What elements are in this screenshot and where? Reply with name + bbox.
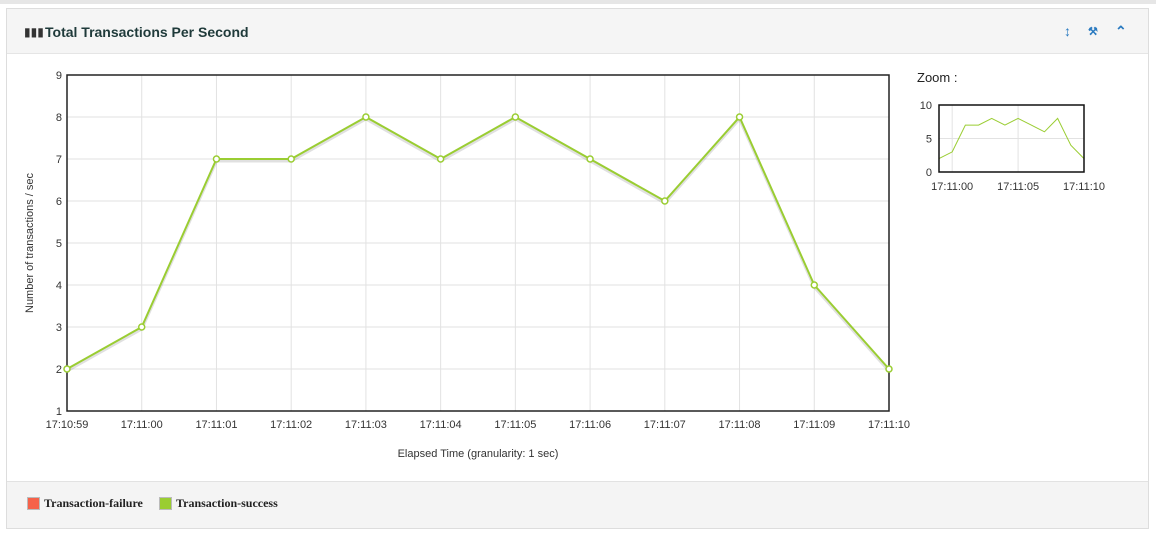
chart-panel: ▮▮▮ Total Transactions Per Second ↕ ⚒ ⌃ … [6, 8, 1149, 529]
data-point [735, 113, 744, 121]
y-tick-label: 8 [56, 112, 62, 124]
x-tick-label: 17:11:08 [719, 419, 761, 431]
collapse-button[interactable]: ⌃ [1115, 23, 1127, 39]
legend-swatch [27, 497, 40, 510]
y-tick-label: 4 [56, 280, 62, 292]
y-tick-label: 5 [56, 238, 62, 250]
data-point [661, 197, 669, 205]
data-point [885, 365, 893, 373]
data-point [287, 155, 295, 163]
legend-swatch [159, 497, 172, 510]
overview-border [938, 104, 1085, 173]
legend-item-failure[interactable]: Transaction-failure [27, 496, 143, 511]
x-tick-label: 17:11:09 [793, 419, 835, 431]
panel-header: ▮▮▮ Total Transactions Per Second ↕ ⚒ ⌃ [7, 9, 1148, 54]
x-tick-label: 17:11:03 [345, 419, 387, 431]
x-tick-label: 17:11:01 [195, 419, 237, 431]
data-point [810, 281, 819, 289]
y-tick-label: 3 [56, 322, 62, 334]
x-axis-label: Elapsed Time (granularity: 1 sec) [398, 448, 559, 460]
overview-x-tick: 17:11:10 [1063, 181, 1105, 193]
legend: Transaction-failure Transaction-success [7, 481, 1148, 528]
data-point [362, 113, 370, 121]
panel-title: Total Transactions Per Second [45, 24, 249, 40]
legend-label: Transaction-success [176, 496, 278, 510]
overview-x-tick: 17:11:05 [997, 181, 1039, 193]
series-line [66, 115, 890, 370]
data-point [436, 155, 445, 163]
data-point [511, 113, 520, 121]
legend-item-success[interactable]: Transaction-success [159, 496, 278, 511]
overview-y-tick: 5 [926, 134, 932, 146]
x-tick-label: 17:11:00 [121, 419, 163, 431]
x-tick-label: 17:11:07 [644, 419, 686, 431]
series-shadow [66, 116, 891, 373]
x-tick-label: 17:11:06 [569, 419, 611, 431]
top-bar [0, 0, 1156, 4]
y-tick-label: 9 [56, 70, 62, 82]
wrench-icon[interactable]: ⚒ [1088, 26, 1098, 38]
y-tick-label: 7 [56, 154, 62, 166]
zoom-label: Zoom : [917, 70, 958, 85]
data-point [137, 323, 146, 331]
bar-chart-icon: ▮▮▮ [24, 25, 44, 39]
overview-x-tick: 17:11:00 [931, 181, 973, 193]
data-point [586, 155, 594, 163]
plot-border [66, 74, 890, 412]
data-point [63, 365, 71, 373]
x-tick-label: 17:11:02 [270, 419, 312, 431]
x-tick-label: 17:11:05 [494, 419, 536, 431]
y-tick-label: 1 [56, 406, 62, 418]
legend-label: Transaction-failure [44, 496, 143, 510]
overview-y-tick: 0 [926, 167, 932, 179]
overview-series-line [938, 117, 1085, 160]
x-tick-label: 17:11:10 [868, 419, 910, 431]
x-tick-label: 17:10:59 [46, 419, 89, 431]
y-axis-label: Number of transactions / sec [24, 173, 36, 314]
y-tick-label: 6 [56, 196, 62, 208]
x-tick-label: 17:11:04 [420, 419, 462, 431]
data-point [212, 155, 221, 163]
y-tick-label: 2 [56, 364, 62, 376]
overview-y-tick: 10 [920, 100, 932, 112]
resize-button[interactable]: ↕ [1064, 23, 1071, 39]
